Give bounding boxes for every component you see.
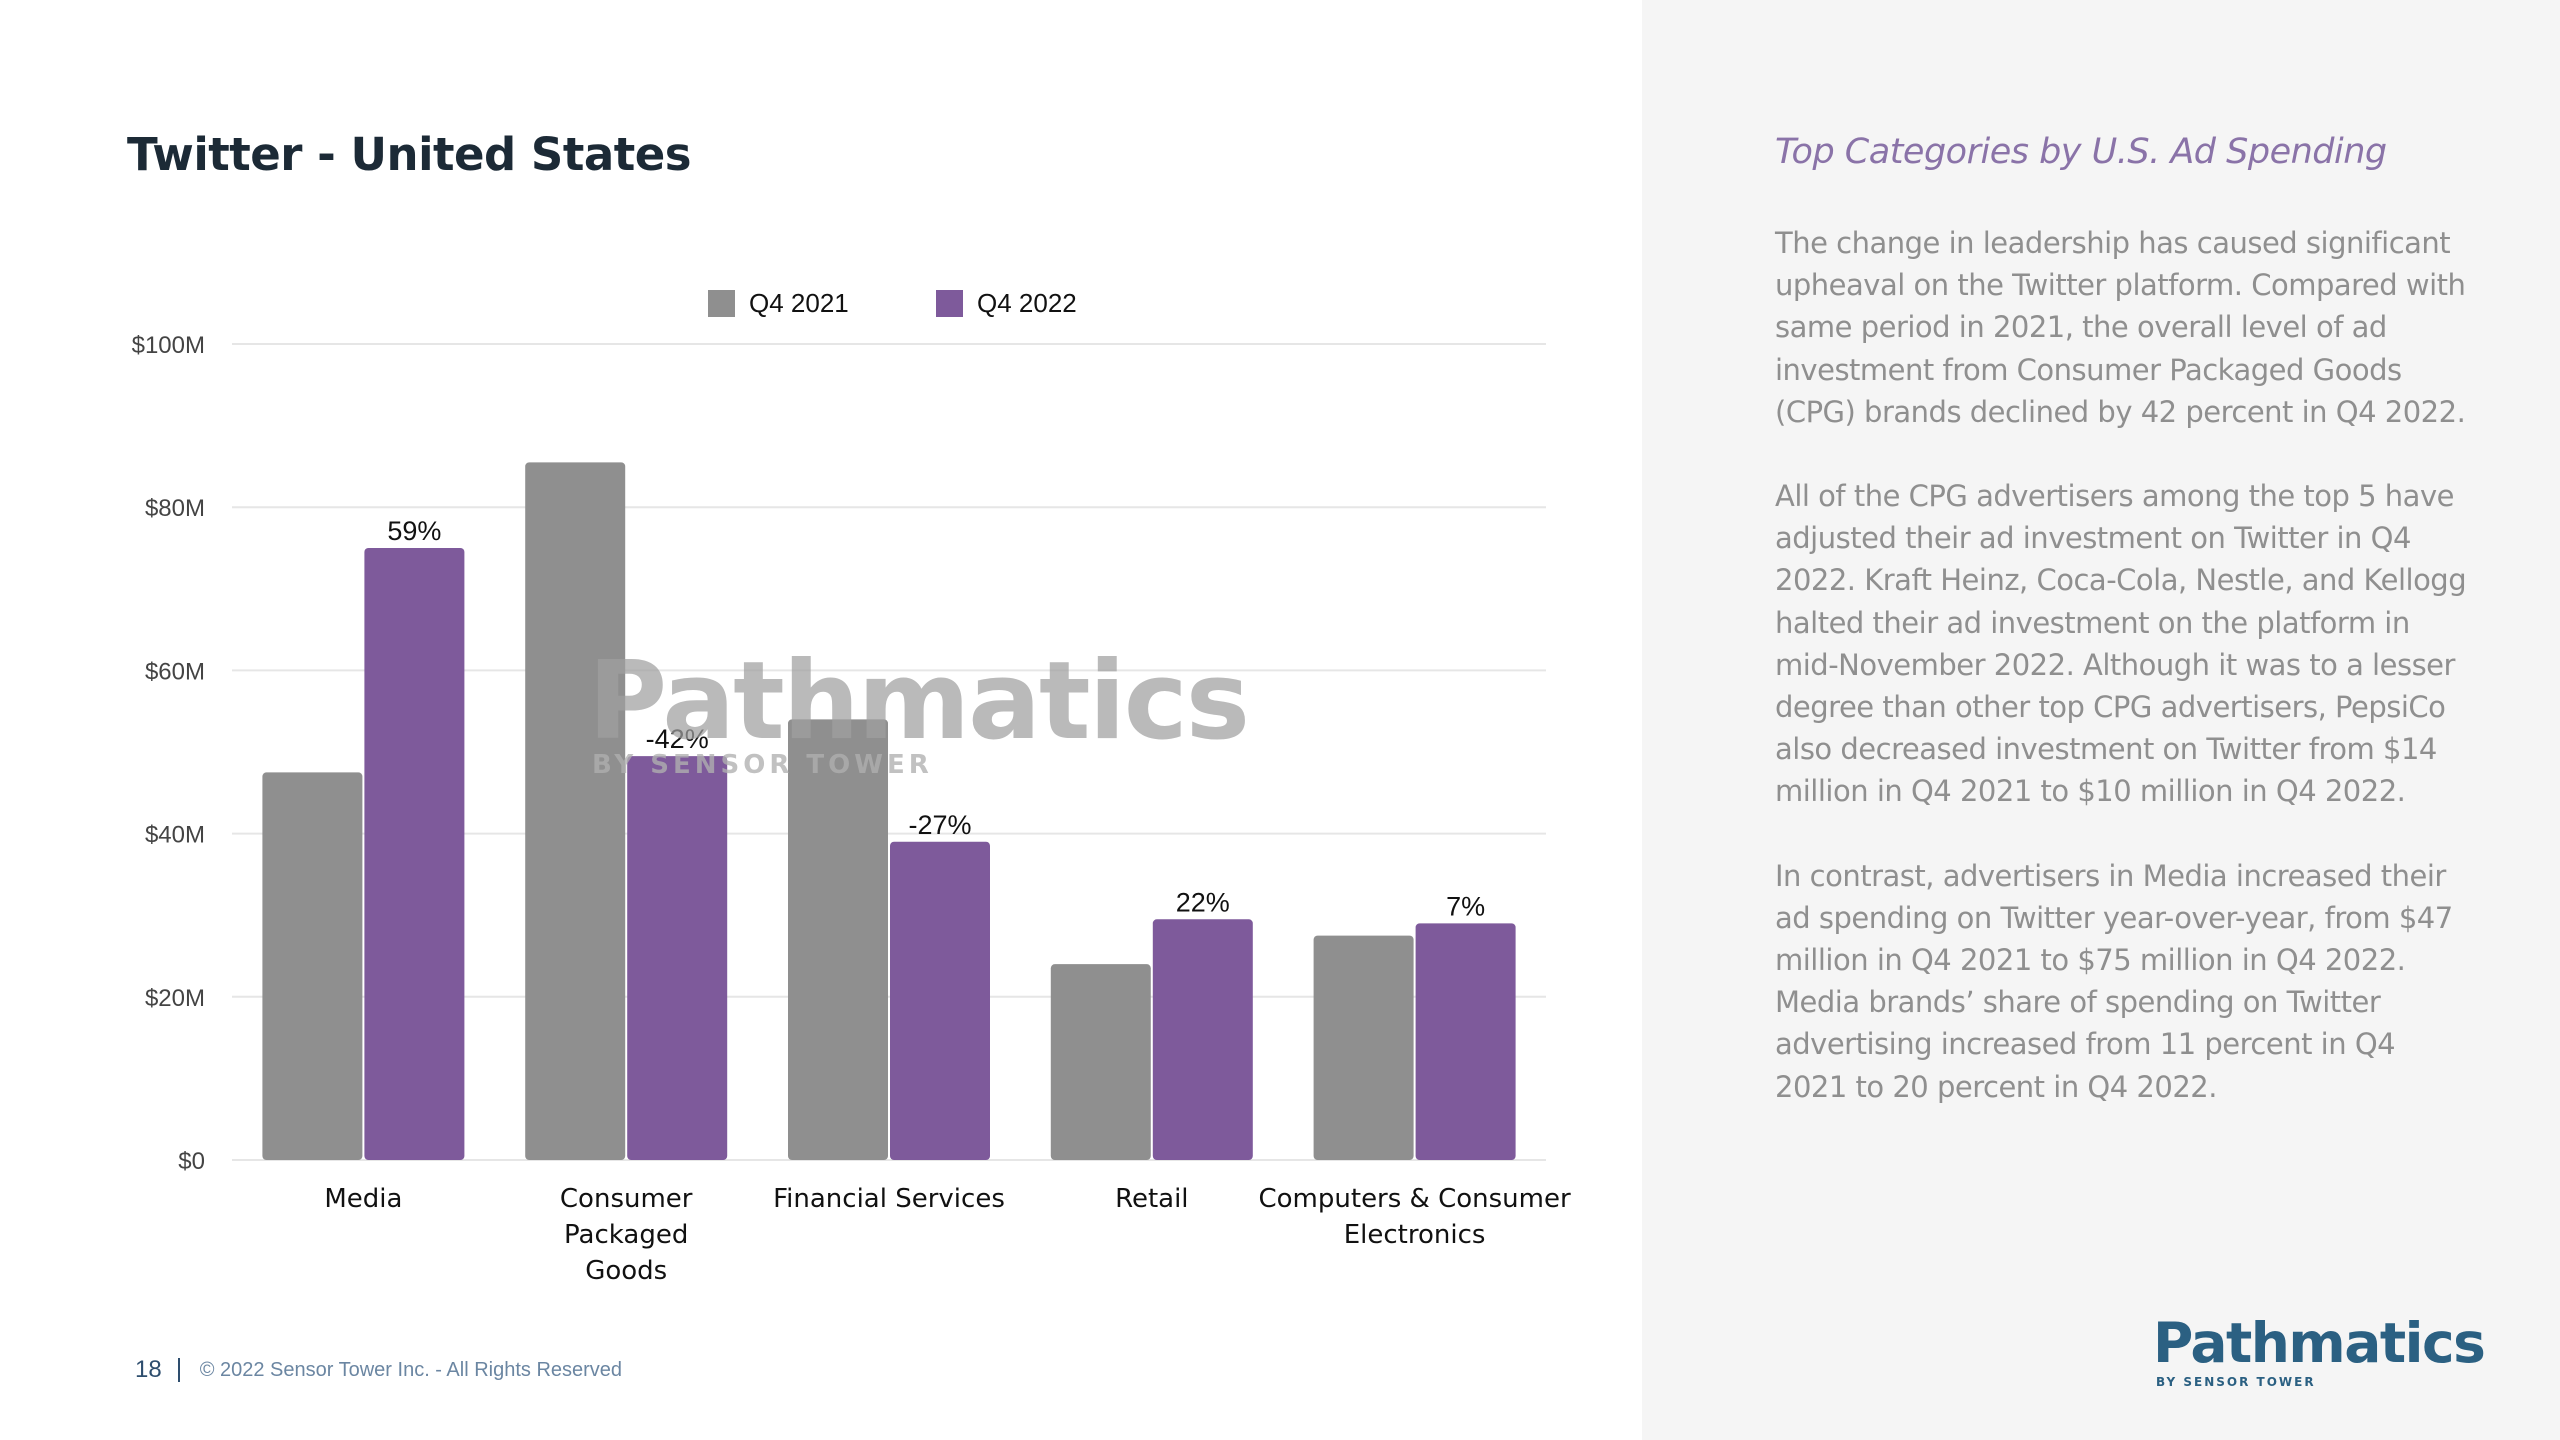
sidebar-panel: [1642, 0, 2560, 1440]
bar-q4-2021: [1050, 964, 1151, 1160]
bar-q4-2021: [525, 462, 626, 1160]
logo-word: Pathmatics: [2153, 1311, 2486, 1375]
x-tick-label: Electronics: [1344, 1220, 1486, 1250]
bar-q4-2022: [364, 548, 465, 1160]
y-tick-label: $100M: [132, 332, 205, 359]
copyright-text: © 2022 Sensor Tower Inc. - All Rights Re…: [199, 1358, 623, 1381]
data-label: 22%: [1176, 887, 1230, 917]
page-title: Twitter - United States: [127, 128, 692, 181]
legend-swatch-q4-2021: [708, 290, 735, 317]
bar-q4-2021: [788, 719, 888, 1160]
x-tick-label: Financial Services: [773, 1184, 1005, 1214]
bar-q4-2021: [262, 772, 363, 1160]
y-tick-label: $60M: [145, 658, 205, 685]
sidebar-title: Top Categories by U.S. Ad Spending: [1775, 132, 2387, 172]
y-tick-label: $0: [178, 1148, 205, 1175]
legend-item-q4-2022: Q4 2022: [936, 288, 1077, 319]
sidebar-text: The change in leadership has caused sign…: [1775, 222, 2475, 1150]
legend-swatch-q4-2022: [936, 290, 963, 317]
footer: 18 © 2022 Sensor Tower Inc. - All Rights…: [135, 1356, 622, 1384]
data-label: -42%: [646, 724, 709, 754]
bar-q4-2022: [627, 756, 728, 1160]
legend-label-q4-2022: Q4 2022: [977, 288, 1077, 318]
logo-subtitle: BY SENSOR TOWER: [2156, 1375, 2316, 1389]
page-number: 18: [135, 1356, 162, 1383]
bar-q4-2022: [1152, 919, 1253, 1160]
bar-q4-2022: [890, 841, 990, 1160]
x-tick-label: Goods: [585, 1256, 667, 1286]
sidebar-paragraph-2: All of the CPG advertisers among the top…: [1775, 479, 2467, 809]
x-tick-label: Packaged: [564, 1220, 688, 1250]
legend-label-q4-2021: Q4 2021: [749, 288, 849, 318]
y-tick-label: $20M: [145, 985, 205, 1012]
legend-item-q4-2021: Q4 2021: [708, 288, 849, 319]
data-label: 59%: [387, 516, 441, 546]
data-label: 7%: [1446, 891, 1485, 921]
bar-q4-2021: [1313, 935, 1414, 1160]
pathmatics-logo: Pathmatics BY SENSOR TOWER: [2153, 1311, 2486, 1390]
y-tick-label: $40M: [145, 822, 205, 849]
footer-divider: [177, 1358, 180, 1382]
y-tick-label: $80M: [145, 495, 205, 522]
bar-q4-2022: [1415, 923, 1516, 1160]
bar-chart: $0 $20M $40M $60M $80M $100M 59% Media -42% Consu…: [132, 332, 1571, 1286]
x-tick-label: Retail: [1115, 1184, 1188, 1214]
x-tick-label: Consumer: [560, 1184, 693, 1214]
sidebar-paragraph-3: In contrast, advertisers in Media increa…: [1775, 858, 2453, 1104]
x-tick-label: Media: [324, 1184, 402, 1214]
data-label: -27%: [908, 810, 971, 840]
sidebar-paragraph-1: The change in leadership has caused sign…: [1775, 226, 2466, 429]
x-tick-label: Computers & Consumer: [1259, 1184, 1571, 1214]
